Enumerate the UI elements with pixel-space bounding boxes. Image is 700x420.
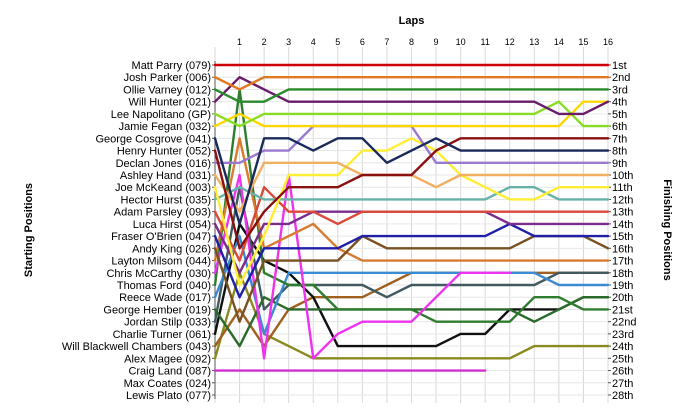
start-position-label: Layton Milsom (044) xyxy=(111,256,211,268)
finish-position-label: 16th xyxy=(612,243,633,255)
x-tick-label: 13 xyxy=(529,37,539,47)
start-position-label: Joe McKeand (003) xyxy=(115,182,211,194)
start-position-label: Reece Wade (017) xyxy=(119,292,211,304)
start-position-label: Declan Jones (016) xyxy=(116,158,211,170)
finish-position-label: 20th xyxy=(612,292,633,304)
start-position-label: Fraser O'Brien (047) xyxy=(111,231,211,243)
finish-position-label: 26th xyxy=(612,366,633,378)
start-position-label: Craig Land (087) xyxy=(128,366,211,378)
start-position-label: Luca Hirst (054) xyxy=(133,219,211,231)
series-line xyxy=(213,88,610,103)
start-position-label: Hector Hurst (035) xyxy=(121,194,211,206)
start-position-label: Alex Magee (092) xyxy=(124,353,211,365)
series-line xyxy=(213,234,610,336)
x-tick-label: 9 xyxy=(434,37,439,47)
x-axis-title: Laps xyxy=(399,15,425,27)
x-tick-label: 6 xyxy=(360,37,365,47)
start-position-label: Jamie Fegan (032) xyxy=(119,121,211,133)
series-line xyxy=(213,173,511,360)
finish-position-label: 27th xyxy=(612,378,633,390)
finish-position-label: 28th xyxy=(612,390,633,402)
series-line xyxy=(213,100,610,128)
start-position-label: George Hember (019) xyxy=(103,304,211,316)
start-position-label: Charlie Turner (061) xyxy=(113,329,211,341)
finish-position-label: 10th xyxy=(612,170,633,182)
finish-position-label: 3rd xyxy=(612,84,628,96)
finish-position-label: 1st xyxy=(612,60,627,72)
series-line xyxy=(213,76,610,91)
finish-position-label: 9th xyxy=(612,158,627,170)
x-tick-label: 5 xyxy=(335,37,340,47)
x-tick-label: 10 xyxy=(456,37,466,47)
finish-position-label: 13th xyxy=(612,207,633,219)
x-tick-label: 3 xyxy=(286,37,291,47)
x-tick-label: 7 xyxy=(384,37,389,47)
series-line xyxy=(213,186,610,262)
start-position-label: Andy King (026) xyxy=(132,243,211,255)
x-tick-label: 11 xyxy=(481,37,490,47)
start-position-label: Max Coates (024) xyxy=(124,378,211,390)
x-tick-label: 1 xyxy=(237,37,242,47)
finish-position-label: 24th xyxy=(612,341,633,353)
start-position-label: George Cosgrove (041) xyxy=(95,133,211,145)
x-tick-label: 15 xyxy=(578,37,588,47)
start-position-label: Chris McCarthy (030) xyxy=(106,268,211,280)
finish-position-label: 14th xyxy=(612,219,633,231)
start-position-label: Adam Parsley (093) xyxy=(114,207,211,219)
start-position-label: Jordan Stilp (033) xyxy=(124,317,211,329)
series-line xyxy=(213,222,610,348)
finish-position-label: 8th xyxy=(612,146,627,158)
series-line xyxy=(213,271,610,360)
finish-position-label: 6th xyxy=(612,121,627,133)
x-tick-label: 12 xyxy=(505,37,515,47)
series-line xyxy=(213,222,610,299)
series-line xyxy=(213,88,610,323)
y-axis-title-right: Finishing Positions xyxy=(661,179,673,280)
start-position-label: Lee Napolitano (GP) xyxy=(111,109,211,121)
x-tick-label: 16 xyxy=(603,37,613,47)
series-line xyxy=(213,76,610,116)
series-line xyxy=(213,137,610,250)
x-tick-label: 8 xyxy=(409,37,414,47)
x-tick-label: 14 xyxy=(554,37,564,47)
finish-position-label: 17th xyxy=(612,256,633,268)
finish-position-label: 25th xyxy=(612,353,633,365)
finish-position-label: 5th xyxy=(612,109,627,121)
start-position-label: Matt Parry (079) xyxy=(132,60,211,72)
start-position-label: Will Blackwell Chambers (043) xyxy=(62,341,211,353)
series-line xyxy=(213,100,610,128)
finish-position-label: 12th xyxy=(612,194,633,206)
x-tick-label: 2 xyxy=(262,37,267,47)
y-axis-title-left: Starting Positions xyxy=(23,183,35,277)
start-position-label: Lewis Plato (077) xyxy=(126,390,211,402)
finish-position-label: 15th xyxy=(612,231,633,243)
series-line xyxy=(213,137,610,262)
finish-position-label: 19th xyxy=(612,280,633,292)
x-tick-label: 4 xyxy=(311,37,316,47)
finish-position-label: 4th xyxy=(612,97,627,109)
start-position-label: Henry Hunter (052) xyxy=(117,146,211,158)
start-position-label: Ashley Hand (031) xyxy=(120,170,211,182)
finish-position-label: 18th xyxy=(612,268,633,280)
finish-position-label: 23rd xyxy=(612,329,634,341)
finish-position-label: 2nd xyxy=(612,72,630,84)
start-position-label: Will Hunter (021) xyxy=(128,97,211,109)
start-position-label: Thomas Ford (040) xyxy=(117,280,211,292)
finish-position-label: 11th xyxy=(612,182,633,194)
series-line xyxy=(213,186,610,201)
series-line xyxy=(213,137,610,226)
start-position-label: Ollie Varney (012) xyxy=(123,84,211,96)
finish-position-label: 21st xyxy=(612,304,633,316)
finish-position-label: 7th xyxy=(612,133,627,145)
start-position-label: Josh Parker (006) xyxy=(124,72,211,84)
finish-position-label: 22nd xyxy=(612,317,636,329)
